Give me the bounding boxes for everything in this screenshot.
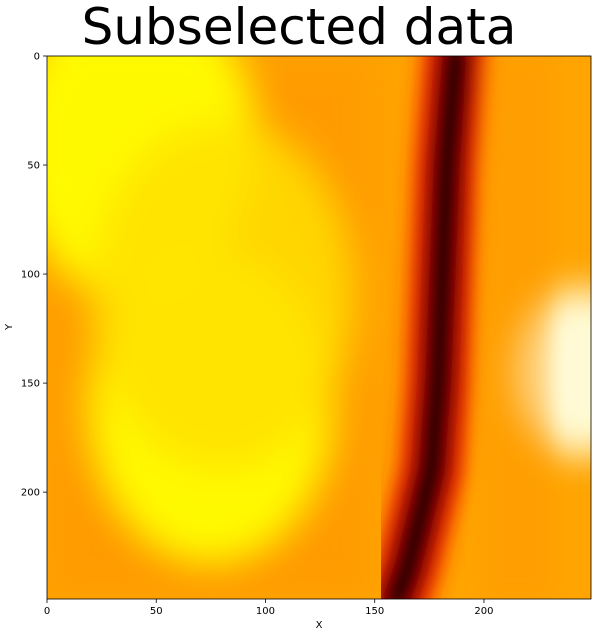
- y-tick-label: 150: [21, 379, 40, 390]
- y-tick-label: 100: [21, 270, 40, 281]
- y-axis: 0 50 100 150 200: [21, 52, 47, 499]
- x-tick-label: 150: [365, 606, 384, 617]
- heatmap-dark-channel: [386, 56, 466, 599]
- y-axis-label: Y: [4, 323, 15, 331]
- heatmap-bright-patch: [90, 121, 353, 471]
- heatmap-right-band: [483, 56, 550, 599]
- heatmap-image: [47, 56, 591, 599]
- y-tick-label: 200: [21, 488, 40, 499]
- x-axis: 0 50 100 150 200: [44, 599, 493, 617]
- x-axis-label: X: [316, 620, 323, 631]
- y-tick-label: 50: [27, 161, 40, 172]
- plot-frame: [46, 55, 592, 600]
- x-tick-label: 50: [150, 606, 163, 617]
- y-tick-label: 0: [34, 52, 40, 63]
- x-tick-label: 100: [256, 606, 275, 617]
- heatmap-channel-layer: [362, 56, 550, 599]
- x-tick-label: 200: [474, 606, 493, 617]
- x-tick-label: 0: [44, 606, 50, 617]
- chart-title: Subselected data: [81, 0, 517, 56]
